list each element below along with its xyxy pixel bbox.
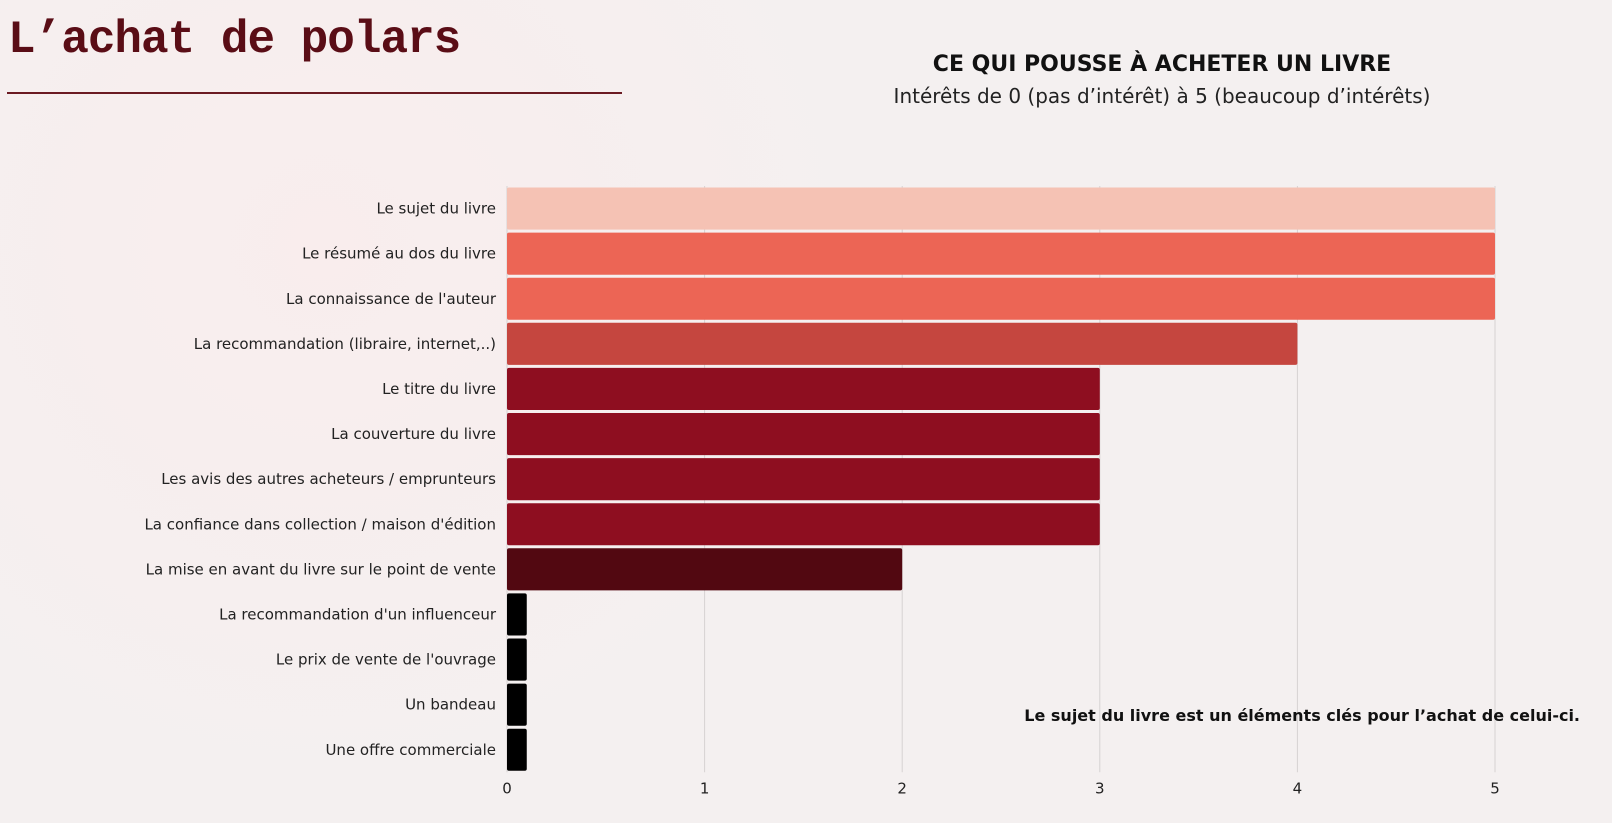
bar <box>507 367 1100 410</box>
x-tick-label: 3 <box>1095 779 1105 797</box>
bar <box>507 728 527 771</box>
category-label: La recommandation (libraire, internet,..… <box>194 335 496 353</box>
x-tick-label: 4 <box>1293 779 1303 797</box>
category-label: La couverture du livre <box>331 425 496 443</box>
bar <box>507 458 1100 501</box>
category-label: Le résumé au dos du livre <box>302 245 496 263</box>
category-label: Un bandeau <box>405 696 496 714</box>
bar <box>507 548 903 591</box>
chart-subtitle: Intérêts de 0 (pas d’intérêt) à 5 (beauc… <box>893 84 1431 108</box>
x-tick-label: 2 <box>897 779 907 797</box>
category-label: Le sujet du livre <box>376 200 496 218</box>
chart-title: CE QUI POUSSE À ACHETER UN LIVRE <box>932 52 1392 77</box>
x-tick-label: 5 <box>1490 779 1500 797</box>
bar <box>507 277 1495 320</box>
chart-annotation: Le sujet du livre est un éléments clés p… <box>1024 706 1580 725</box>
bar <box>507 503 1100 546</box>
bar <box>507 187 1495 230</box>
category-label: La mise en avant du livre sur le point d… <box>146 560 496 578</box>
category-label: La confiance dans collection / maison d'… <box>144 515 496 533</box>
category-label: Une offre commerciale <box>325 741 496 759</box>
bar <box>507 413 1100 456</box>
category-label: Le prix de vente de l'ouvrage <box>276 651 496 669</box>
category-label: Les avis des autres acheteurs / emprunte… <box>161 470 496 488</box>
category-label: Le titre du livre <box>382 380 496 398</box>
category-label: La recommandation d'un influenceur <box>219 605 497 623</box>
bar <box>507 638 527 681</box>
bar <box>507 593 527 636</box>
x-tick-label: 1 <box>700 779 710 797</box>
page-title: L’achat de polars <box>8 14 461 66</box>
x-tick-label: 0 <box>502 779 512 797</box>
bar <box>507 232 1495 275</box>
category-label: La connaissance de l'auteur <box>286 290 497 308</box>
title-divider <box>7 92 622 94</box>
bar <box>507 683 527 726</box>
bar <box>507 322 1298 365</box>
